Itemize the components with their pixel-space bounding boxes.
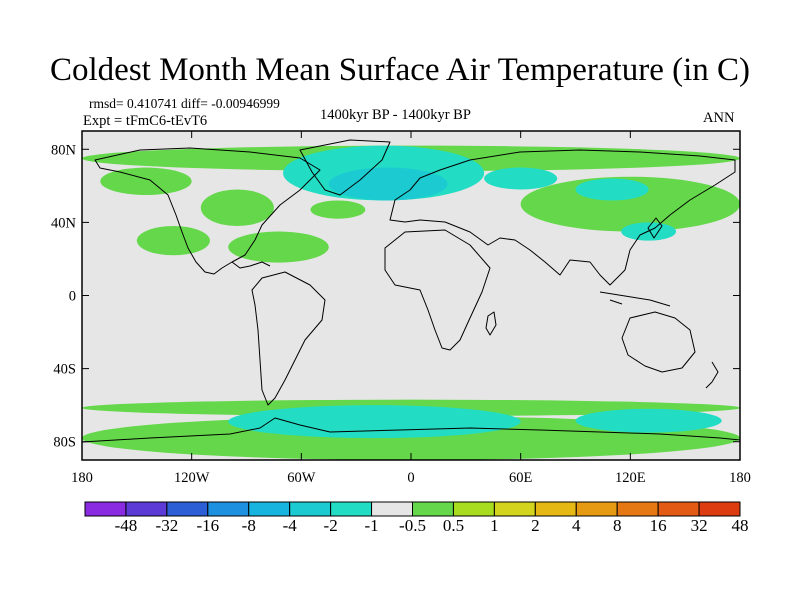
period-label: 1400kyr BP - 1400kyr BP (320, 107, 471, 123)
colorbar-label: -0.5 (399, 516, 426, 535)
colorbar-swatch (452, 501, 495, 517)
coastline-africa (384, 229, 491, 351)
coastline-south-america (251, 271, 326, 406)
chart-title: Coldest Month Mean Surface Air Temperatu… (50, 52, 750, 88)
x-tick-label: 60W (287, 470, 316, 486)
colorbar-label: 2 (531, 516, 540, 535)
anomaly-layer (82, 145, 740, 460)
anomaly-region (520, 176, 740, 232)
colorbar (84, 501, 741, 517)
colorbar-label: 4 (572, 516, 581, 535)
y-tick-label: 40N (51, 215, 77, 231)
anomaly-region (228, 405, 521, 439)
coastline-australia (621, 311, 696, 373)
colorbar-swatch (698, 501, 741, 517)
stats-text: rmsd= 0.410741 diff= -0.00946999 (89, 96, 280, 111)
colorbar-label: -1 (364, 516, 379, 535)
coastline-new-zealand (705, 361, 719, 389)
anomaly-region (200, 189, 274, 227)
coastlines (82, 139, 740, 443)
colorbar-label: 8 (612, 516, 622, 535)
y-tick-label: 0 (69, 289, 76, 305)
anomaly-region (100, 167, 192, 195)
colorbar-label: -2 (323, 516, 338, 535)
y-axis: 80N 40N 0 40S 80S (51, 142, 740, 451)
colorbar-swatch (493, 501, 536, 517)
colorbar-label: 1 (490, 516, 499, 535)
coastline-eurasia (389, 149, 736, 286)
anomaly-region (484, 167, 558, 190)
x-tick-label: 120E (615, 470, 646, 486)
coastline-antarctica (82, 417, 740, 443)
colorbar-label: -8 (241, 516, 256, 535)
colorbar-swatch (616, 501, 659, 517)
y-tick-label: 40S (53, 362, 76, 378)
coastline-madagascar (485, 311, 497, 336)
colorbar-label: 0.5 (442, 516, 465, 535)
colorbar-swatch (534, 501, 577, 517)
coastline-indonesia (599, 291, 671, 307)
colorbar-swatch (657, 501, 700, 517)
anomaly-region (310, 200, 366, 219)
colorbar-swatch (575, 501, 618, 517)
anomaly-region (136, 226, 210, 256)
colorbar-label: 48 (731, 516, 749, 535)
x-axis: 180 120W 60W 0 60E 120E 180 (71, 131, 751, 486)
colorbar-swatch (412, 501, 454, 517)
coastline-gulf-caribbean (231, 261, 271, 269)
colorbar-label: 16 (649, 516, 667, 535)
colorbar-swatch (248, 501, 291, 517)
colorbar-label: -4 (282, 516, 297, 535)
anomaly-region (575, 178, 649, 201)
coastline-japan (647, 217, 663, 239)
anomaly-region (328, 167, 448, 201)
season-label: ANN (703, 110, 735, 126)
x-tick-label: 60E (509, 470, 533, 486)
anomaly-region (575, 408, 722, 433)
coastline-greenland (299, 139, 391, 196)
colorbar-swatch (289, 501, 332, 517)
colorbar-swatch (166, 501, 209, 517)
colorbar-swatch (371, 501, 413, 517)
colorbar-swatch (84, 501, 127, 517)
x-tick-label: 120W (174, 470, 210, 486)
colorbar-label: -16 (196, 516, 220, 535)
colorbar-swatch (207, 501, 250, 517)
experiment-label: Expt = tFmC6-tEvT6 (83, 113, 208, 129)
x-tick-label: 0 (407, 470, 414, 486)
colorbar-label: 32 (690, 516, 708, 535)
anomaly-region (228, 231, 329, 263)
x-tick-label: 180 (71, 470, 93, 486)
coastline-north-america (94, 147, 321, 275)
y-tick-label: 80N (51, 142, 77, 158)
colorbar-label: -32 (155, 516, 179, 535)
x-tick-label: 180 (729, 470, 751, 486)
colorbar-swatch (330, 501, 373, 517)
colorbar-label: -48 (114, 516, 138, 535)
y-tick-label: 80S (53, 435, 76, 451)
colorbar-swatch (125, 501, 168, 517)
